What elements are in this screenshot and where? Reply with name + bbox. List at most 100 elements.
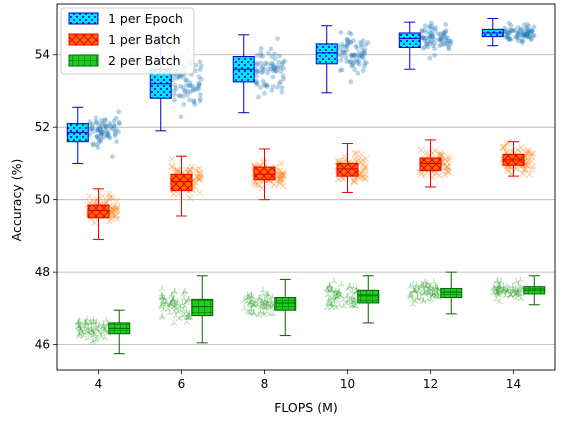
scatter-point [95, 145, 101, 150]
scatter-point [434, 293, 442, 299]
scatter-point [177, 306, 184, 313]
scatter-point [344, 47, 350, 53]
scatter-point [159, 297, 166, 304]
scatter-point [81, 317, 89, 324]
scatter-point [116, 121, 122, 127]
scatter-point [499, 283, 507, 290]
scatter-point [348, 298, 356, 305]
scatter-point [256, 68, 261, 74]
scatter-point [275, 36, 280, 42]
scatter-point [158, 285, 166, 291]
scatter-point [333, 293, 341, 300]
scatter-point [527, 32, 533, 38]
scatter-point [182, 299, 189, 306]
scatter-point [507, 30, 512, 36]
scatter-point [197, 169, 204, 177]
scatter-point [348, 59, 354, 65]
scatter-point [337, 47, 343, 53]
scatter-point [101, 334, 109, 341]
scatter-point [349, 302, 356, 309]
scatter-point [173, 301, 180, 308]
scatter-point [191, 99, 197, 105]
scatter-point [163, 298, 171, 305]
scatter-point [444, 167, 452, 175]
scatter-point [351, 59, 357, 64]
scatter-point [443, 163, 451, 171]
scatter-point [441, 41, 447, 47]
scatter-point [264, 61, 270, 67]
scatter-point [519, 38, 525, 44]
scatter-point [423, 283, 431, 290]
scatter-point [327, 294, 335, 301]
scatter-point [275, 172, 283, 179]
scatter-point [420, 286, 428, 293]
scatter-point [112, 212, 120, 220]
scatter-point [427, 283, 435, 290]
box-2-per-batch [523, 275, 546, 306]
scatter-point [513, 34, 519, 40]
scatter-point [516, 35, 521, 41]
scatter-point [529, 28, 535, 34]
scatter-point [328, 286, 335, 293]
scatter-point [354, 60, 360, 66]
scatter-point [525, 171, 533, 178]
scatter-point [98, 333, 105, 339]
scatter-point [493, 289, 500, 296]
scatter-point [443, 28, 449, 33]
legend-swatch-hatch [69, 13, 98, 24]
scatter-point [495, 290, 503, 296]
scatter-point [332, 304, 340, 311]
scatter-point [437, 37, 442, 43]
scatter-point [180, 74, 186, 80]
legend-label: 1 per Epoch [108, 11, 183, 26]
scatter-point [421, 289, 429, 296]
scatter-point [265, 302, 272, 309]
scatter-point [354, 156, 362, 163]
scatter-point [448, 41, 453, 47]
scatter-point [352, 67, 358, 72]
scatter-point [508, 27, 514, 33]
scatter-point [434, 285, 441, 292]
scatter-point [417, 170, 425, 178]
scatter-point [241, 305, 248, 311]
scatter-point [87, 323, 95, 330]
scatter-point [352, 300, 359, 307]
scatter-point [420, 290, 428, 297]
scatter-point [279, 169, 287, 176]
scatter-point [513, 287, 521, 293]
scatter-point [176, 73, 182, 79]
scatter-point [512, 278, 520, 285]
scatter-point [326, 300, 334, 307]
scatter-point [270, 74, 276, 80]
scatter-point [90, 142, 96, 148]
scatter-point [348, 301, 356, 308]
scatter-point [430, 278, 438, 285]
scatter-point [97, 126, 103, 132]
scatter-point [521, 22, 527, 28]
scatter-point [344, 36, 350, 42]
scatter-point [519, 170, 527, 178]
scatter-point [84, 334, 92, 341]
scatter-point [85, 329, 93, 336]
scatter-point [272, 63, 277, 69]
scatter-point [445, 38, 451, 44]
scatter-point [90, 129, 96, 134]
scatter-point [252, 300, 259, 307]
box-hatch [337, 163, 358, 177]
scatter-point [359, 174, 367, 181]
scatter-point [182, 87, 188, 93]
scatter-point [170, 190, 178, 198]
scatter-point [264, 291, 271, 298]
scatter-point [333, 290, 341, 297]
scatter-point [349, 63, 355, 69]
scatter-point [258, 45, 264, 51]
scatter-point [87, 119, 93, 125]
scatter-point [270, 68, 276, 74]
scatter-point [109, 205, 116, 212]
scatter-point [180, 290, 187, 297]
scatter-point [184, 311, 192, 318]
scatter-point [101, 325, 109, 332]
scatter-point [109, 206, 117, 213]
scatter-point [332, 294, 340, 300]
scatter-point [262, 60, 268, 66]
